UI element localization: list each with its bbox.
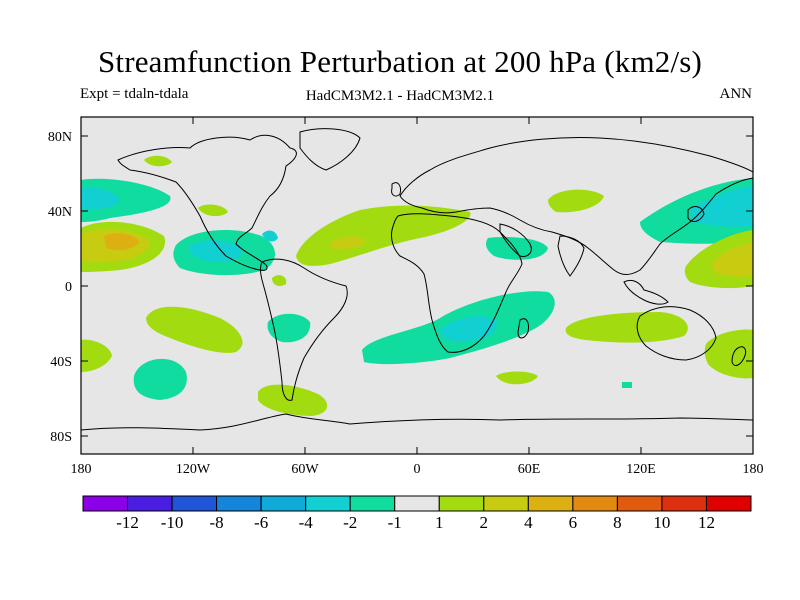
region-neg-np-pacific-east-core [690,186,753,227]
region-pos-atlantic-band [296,205,471,266]
coast-uk [391,182,401,197]
latitude-labels: 80N 40N 0 40S 80S [48,130,72,445]
colorbar-label: 6 [569,513,578,532]
coast-africa [391,213,523,353]
colorbar-cell [527,495,574,512]
colorbar-cell [483,495,529,512]
coast-new-zealand [731,346,747,366]
region-pos-sw-pacific [81,339,112,372]
colorbar-label: -8 [210,513,224,532]
region-neg-east-pacific-core [188,240,242,262]
region-pos-south-indian [565,312,688,343]
colorbar [82,495,752,512]
lon-label: 60W [291,462,319,477]
coast-north-america [117,134,297,271]
region-pos-arctic-pacific [144,155,172,167]
coast-eurasia [399,136,753,275]
lat-label: 40S [50,355,72,370]
colorbar-label: 1 [435,513,444,532]
colorbar-label: -10 [161,513,184,532]
region-pos-n-america [198,204,228,217]
colorbar-label: 10 [653,513,670,532]
experiment-label: Expt = tdaln-tdala [80,86,189,102]
lat-label: 40N [48,205,72,220]
colorbar-label: 4 [524,513,533,532]
lat-label: 80S [50,430,72,445]
colorbar-label: -12 [116,513,139,532]
lon-label: 180 [743,462,764,477]
lat-label: 0 [65,280,72,295]
season-label: ANN [719,86,753,102]
colorbar-cell [572,495,618,512]
coast-india [557,235,585,277]
longitude-labels: 180 120W 60W 0 60E 120E 180 [71,462,764,477]
colorbar-label: -2 [343,513,357,532]
colorbar-cell [661,495,707,512]
colorbar-cell [127,495,173,512]
colorbar-cell [705,495,752,512]
lon-label: 120W [176,462,211,477]
region-neg-south-pacific [133,358,187,400]
colorbar-cell [82,495,129,512]
lon-label: 60E [518,462,541,477]
region-pos-med [548,189,604,213]
colorbar-cell [260,495,307,512]
region-neg-small-caribbean [262,230,278,242]
region-neg-np-pacific-core [81,187,120,210]
coast-japan [687,206,705,222]
colorbar-label: -6 [254,513,268,532]
map-background [81,117,753,454]
colorbar-cell [216,495,262,512]
map-title: Streamfunction Perturbation at 200 hPa (… [97,44,703,79]
colorbar-labels: -12 -10 -8 -6 -4 -2 -1 1 2 4 6 8 10 12 [116,513,715,532]
colorbar-label: 12 [698,513,715,532]
lat-label: 80N [48,130,72,145]
axis-ticks [81,117,753,454]
colorbar-cell [305,495,351,512]
colorbar-cell [438,495,485,512]
coast-australia [636,306,717,361]
region-pos-atlantic-core [330,236,366,250]
model-label: HadCM3M2.1 - HadCM3M2.1 [305,88,495,104]
colorbar-label: 2 [480,513,489,532]
coast-arabia [499,223,532,257]
lon-label: 120E [626,462,656,477]
colorbar-cell [349,495,396,512]
lon-label: 180 [71,462,92,477]
coast-se-asia-islands [623,279,669,305]
coastlines [81,128,753,431]
region-pos-pacific-east-mid [712,242,753,277]
contour-fields [81,155,753,416]
coast-south-america [260,258,348,401]
coast-madagascar [517,318,529,339]
colorbar-cell [394,495,440,512]
region-neg-south-america [267,313,311,343]
region-pos-np-west-core [104,233,140,250]
coast-antarctica [81,413,753,431]
region-neg-arabian [486,237,548,260]
region-pos-se-pacific [704,329,753,379]
region-pos-s-atlantic-small [496,371,538,385]
lon-label: 0 [414,462,421,477]
region-pos-south-america-tip [258,384,328,416]
region-pos-small-s-atlantic [272,275,287,286]
region-pos-south-pacific [146,306,243,353]
coast-greenland [299,128,361,171]
region-neg-south-africa-core [440,316,497,342]
colorbar-cell [616,495,663,512]
colorbar-label: 8 [613,513,622,532]
colorbar-cell [171,495,218,512]
region-neg-australia-small [622,382,632,388]
colorbar-label: -1 [388,513,402,532]
colorbar-label: -4 [299,513,314,532]
